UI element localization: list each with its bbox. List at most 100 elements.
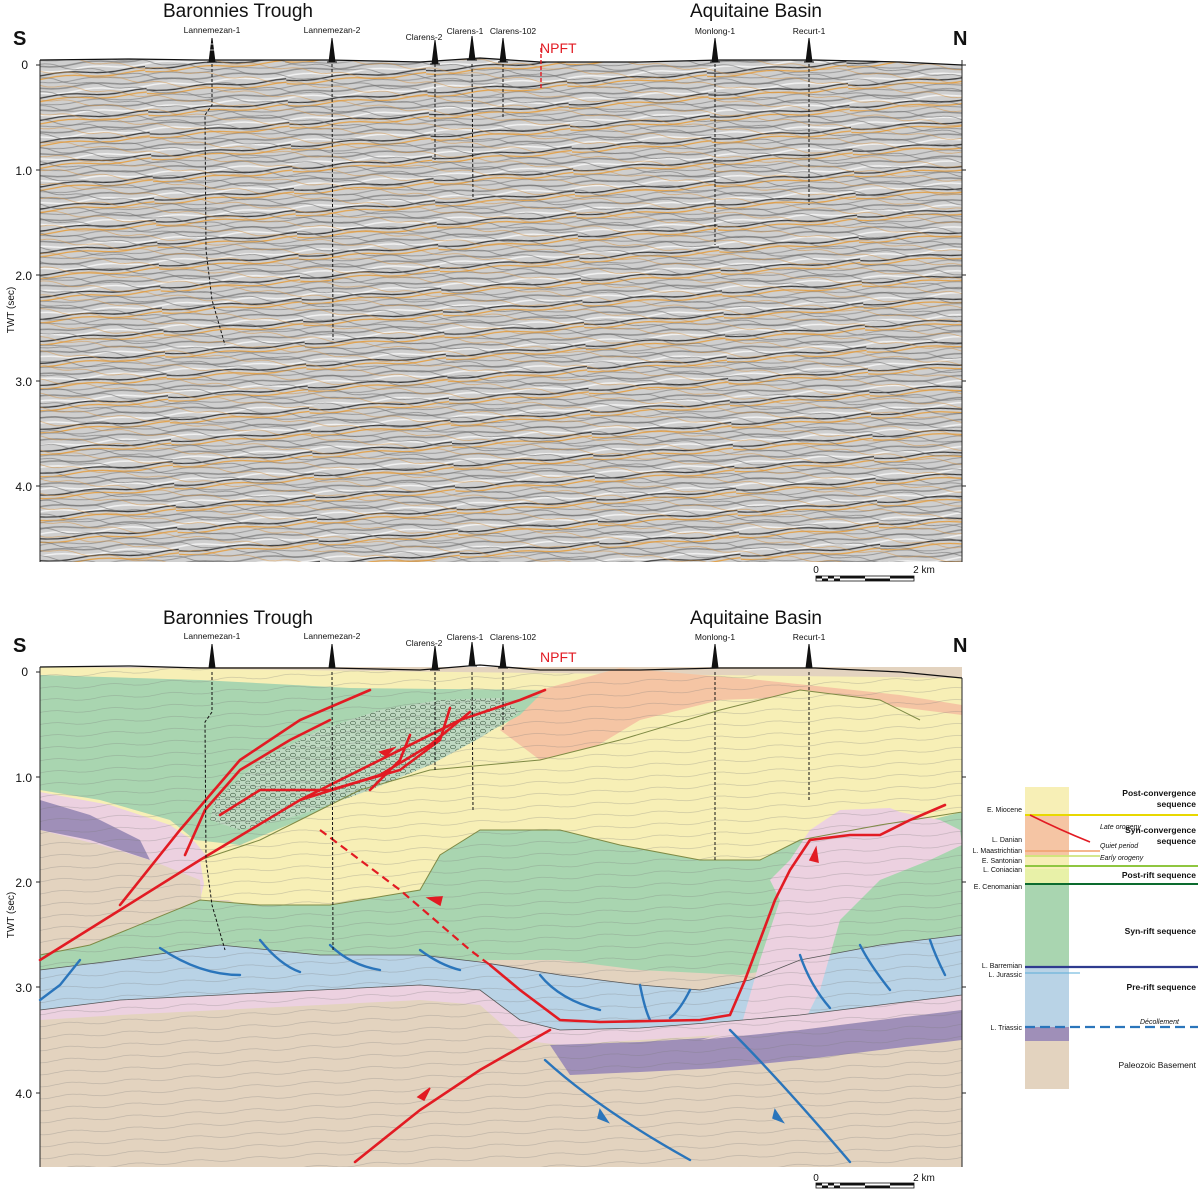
thrust-faults — [38, 688, 947, 1164]
sequence-label-syn-convergence-2: sequence — [1157, 836, 1196, 846]
well-icon — [430, 645, 440, 671]
well-label: Lannemezan-1 — [184, 631, 241, 641]
horizon-label: L. Maastrichtian — [973, 848, 1023, 855]
fault-label-npft: NPFT — [540, 40, 577, 56]
y-axis-label: TWT (sec) — [6, 287, 17, 333]
legend-swatch-post-rift — [1025, 869, 1069, 883]
horizon-label: L. Coniacian — [983, 867, 1022, 874]
sequence-label-pre-rift: Pre-rift sequence — [1127, 982, 1197, 992]
y-ticks: 0 1.0 2.0 3.0 4.0 — [15, 58, 966, 494]
scale-label-start: 0 — [813, 565, 819, 576]
horizon-label: E. Santonian — [982, 858, 1022, 865]
well-icon — [207, 643, 217, 669]
direction-north: N — [953, 635, 967, 657]
sequence-label-post-convergence: Post-convergence — [1122, 788, 1196, 798]
y-tick: 1.0 — [15, 771, 32, 785]
well-icon — [207, 37, 217, 63]
well-label: Monlong-1 — [695, 26, 735, 36]
period-label-early-orogeny: Early orogeny — [1100, 855, 1144, 862]
region-label-right: Aquitaine Basin — [690, 1, 822, 22]
y-tick: 4.0 — [15, 480, 32, 494]
normal-faults — [38, 938, 947, 1164]
thrust-main — [38, 688, 547, 962]
well-label: Clarens-1 — [447, 632, 484, 642]
well-markers: Lannemezan-1 Lannemezan-2 Clarens-2 Clar… — [184, 631, 826, 671]
legend-swatch-pre-rift — [1025, 967, 1069, 1027]
well-trajectories — [204, 63, 810, 346]
direction-south: S — [13, 635, 26, 657]
y-tick: 0 — [21, 58, 28, 72]
well-icon — [498, 643, 508, 669]
seismic-section: Baronnies Trough Aquitaine Basin S N TWT… — [6, 1, 967, 582]
scale-label-end: 2 km — [913, 565, 935, 576]
horizon-label: L. Danian — [992, 837, 1022, 844]
period-label-late-orogeny: Late orogeny — [1100, 824, 1141, 831]
y-tick: 2.0 — [15, 876, 32, 890]
well-icon — [467, 641, 477, 667]
basement-normal-fault — [543, 1058, 692, 1162]
period-label-quiet: Quiet period — [1100, 843, 1139, 850]
horizon-label: L. Barremian — [982, 963, 1022, 970]
legend-swatch-triassic — [1025, 1027, 1069, 1041]
y-tick: 3.0 — [15, 375, 32, 389]
stratigraphic-legend: E. Miocene L. Danian L. Maastrichtian E.… — [973, 787, 1198, 1089]
legend-swatch-post-convergence — [1025, 787, 1069, 815]
well-trajectories — [204, 671, 810, 951]
y-ticks: 0 1.0 2.0 3.0 4.0 — [15, 665, 966, 1101]
sequence-label-syn-convergence: Syn-convergence — [1125, 825, 1196, 835]
scale-bar: 0 2 km — [813, 1173, 935, 1189]
interpreted-section: Baronnies Trough Aquitaine Basin S N — [6, 608, 967, 1189]
well-icon — [804, 643, 814, 669]
thrust-projected — [319, 829, 491, 966]
well-icon — [430, 39, 440, 65]
thrust-detachment — [488, 803, 947, 1024]
horizon-label: E. Cenomanian — [974, 884, 1022, 891]
well-label: Monlong-1 — [695, 632, 735, 642]
well-label: Clarens-2 — [406, 32, 443, 42]
well-label: Recurt-1 — [793, 26, 826, 36]
direction-north: N — [953, 28, 967, 50]
horizon-label: L. Jurassic — [989, 972, 1023, 979]
y-tick: 3.0 — [15, 981, 32, 995]
well-label: Clarens-102 — [490, 632, 537, 642]
basement-normal-fault — [728, 1028, 852, 1164]
well-label: Clarens-102 — [490, 26, 537, 36]
scale-label-start: 0 — [813, 1173, 819, 1184]
region-label-left: Baronnies Trough — [163, 1, 313, 22]
y-tick: 0 — [21, 665, 28, 679]
well-icon — [327, 37, 337, 63]
well-markers: Lannemezan-1 Lannemezan-2 Clarens-2 Clar… — [184, 25, 826, 65]
well-label: Lannemezan-1 — [184, 25, 241, 35]
horizon-label: E. Miocene — [987, 807, 1022, 814]
horizon-lines — [39, 689, 963, 956]
sequence-label-basement: Paleozoic Basement — [1119, 1060, 1197, 1070]
well-icon — [710, 643, 720, 669]
y-axis-label: TWT (sec) — [6, 892, 17, 938]
direction-south: S — [13, 28, 26, 50]
well-icon — [498, 37, 508, 63]
legend-swatch-basement — [1025, 1041, 1069, 1089]
period-label-decollement: Décollement — [1140, 1019, 1180, 1026]
well-icon — [467, 35, 477, 61]
bedding-lines — [40, 667, 962, 1167]
well-icon — [804, 37, 814, 63]
ground-surface — [39, 664, 963, 679]
y-tick: 2.0 — [15, 269, 32, 283]
legend-swatch-syn-rift — [1025, 883, 1069, 967]
well-label: Recurt-1 — [793, 632, 826, 642]
well-label: Lannemezan-2 — [304, 25, 361, 35]
legend-swatch-syn-convergence — [1025, 815, 1069, 855]
well-label: Clarens-1 — [447, 26, 484, 36]
sequence-label-post-convergence-2: sequence — [1157, 799, 1196, 809]
fault-label-npft: NPFT — [540, 649, 577, 665]
sequence-label-post-rift: Post-rift sequence — [1122, 870, 1196, 880]
scale-bar: 0 2 km — [813, 565, 935, 582]
ground-surface — [39, 57, 963, 66]
region-label-left: Baronnies Trough — [163, 608, 313, 629]
well-label: Lannemezan-2 — [304, 631, 361, 641]
region-label-right: Aquitaine Basin — [690, 608, 822, 629]
y-tick: 1.0 — [15, 164, 32, 178]
sequence-label-syn-rift: Syn-rift sequence — [1125, 926, 1197, 936]
y-tick: 4.0 — [15, 1087, 32, 1101]
